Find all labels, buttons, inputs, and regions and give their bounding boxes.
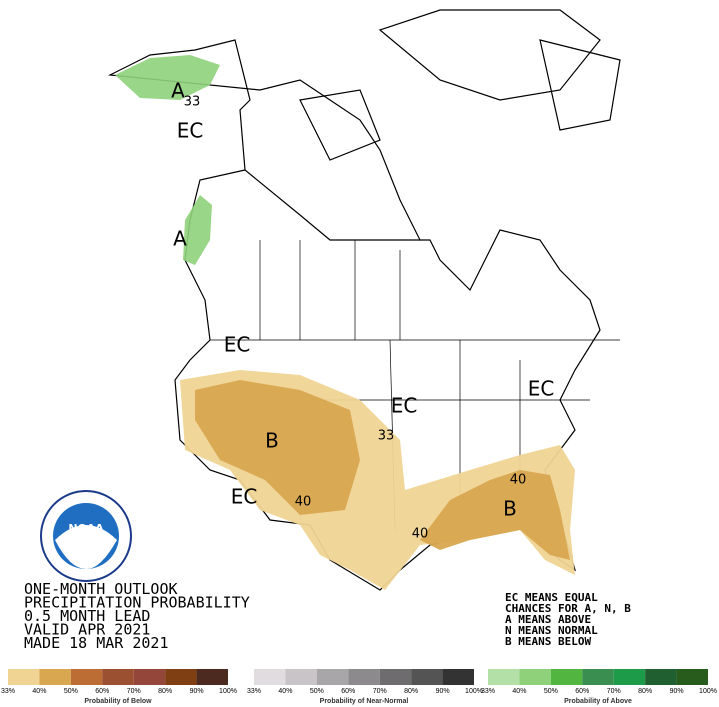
map-label: A	[171, 79, 185, 103]
legend-tick: 50%	[544, 688, 558, 695]
alaska-yukon	[107, 39, 421, 241]
legend-title: Probability of Near-Normal	[320, 698, 409, 705]
map-label: B	[503, 497, 517, 521]
map-label: 40	[510, 473, 527, 488]
outlook-line: VALID APR 2021	[24, 621, 150, 639]
legend-swatch	[102, 669, 134, 685]
key-line: CHANCES FOR A, N, B	[505, 602, 631, 615]
legend-tick: 60%	[575, 688, 589, 695]
legend-swatch	[519, 669, 551, 685]
outlook-line: MADE 18 MAR 2021	[24, 634, 169, 652]
legend-tick: 33%	[481, 688, 495, 695]
legend-tick: 80%	[158, 688, 172, 695]
legend-swatch	[133, 669, 166, 685]
legend-swatch	[165, 669, 197, 685]
legend-title: Probability of Below	[84, 698, 152, 705]
above-33-area	[115, 55, 220, 265]
legend-tick: 100%	[465, 688, 483, 695]
legend-tick: 60%	[95, 688, 109, 695]
legend-swatch	[254, 669, 286, 685]
outlook-line: 0.5 MONTH LEAD	[24, 607, 150, 625]
legend-title: Probability of Above	[564, 698, 632, 705]
key-line: EC MEANS EQUAL	[505, 591, 598, 604]
map-label: 40	[412, 527, 429, 542]
legend-swatch	[8, 669, 40, 685]
legend-swatch	[488, 669, 520, 685]
legend-swatch	[70, 669, 103, 685]
legend-tick: 90%	[190, 688, 204, 695]
map-label: EC	[391, 394, 418, 418]
arctic-islands	[299, 9, 621, 161]
legend-swatch	[676, 669, 708, 685]
legend-tick: 90%	[670, 688, 684, 695]
legend-swatch	[582, 669, 614, 685]
map-label: 40	[295, 495, 312, 510]
legend-swatch	[285, 669, 317, 685]
legend-swatch	[379, 669, 412, 685]
key-line: B MEANS BELOW	[505, 635, 591, 648]
legend-swatch	[316, 669, 349, 685]
noaa-logo: NOAA	[40, 490, 132, 582]
legend-tick: 40%	[278, 688, 292, 695]
legend-tick: 50%	[310, 688, 324, 695]
legend-swatch	[442, 669, 474, 685]
legend-tick: 60%	[341, 688, 355, 695]
outlook-line: ONE-MONTH OUTLOOK	[24, 580, 178, 598]
legend-swatch	[645, 669, 677, 685]
map-label: 33	[378, 429, 395, 444]
legend-swatch	[550, 669, 583, 685]
map-label: B	[265, 429, 279, 453]
key-line: N MEANS NORMAL	[505, 624, 598, 637]
outlook-line: PRECIPITATION PROBABILITY	[24, 594, 250, 612]
legend-tick: 80%	[404, 688, 418, 695]
legend-tick: 90%	[436, 688, 450, 695]
map-label: 33	[184, 95, 201, 110]
map-label: EC	[224, 333, 251, 357]
legend-tick: 70%	[373, 688, 387, 695]
map-label: EC	[528, 377, 555, 401]
map-label: EC	[231, 485, 258, 509]
logo-text: NOAA	[68, 522, 104, 535]
legend-tick: 33%	[247, 688, 261, 695]
legend-tick: 33%	[1, 688, 15, 695]
legend-swatch	[613, 669, 646, 685]
map-label: EC	[177, 119, 204, 143]
key-line: A MEANS ABOVE	[505, 613, 591, 626]
legend-swatch	[411, 669, 443, 685]
map-label: A	[173, 227, 187, 251]
legend-tick: 80%	[638, 688, 652, 695]
legend-tick: 40%	[32, 688, 46, 695]
legend-tick: 70%	[607, 688, 621, 695]
legend-tick: 40%	[512, 688, 526, 695]
legend-swatch	[39, 669, 71, 685]
legend-tick: 50%	[64, 688, 78, 695]
below-40-area	[195, 380, 570, 560]
legend-swatch	[348, 669, 380, 685]
legend-tick: 100%	[699, 688, 717, 695]
legend-tick: 100%	[219, 688, 237, 695]
legend-tick: 70%	[127, 688, 141, 695]
legend-swatch	[196, 669, 228, 685]
